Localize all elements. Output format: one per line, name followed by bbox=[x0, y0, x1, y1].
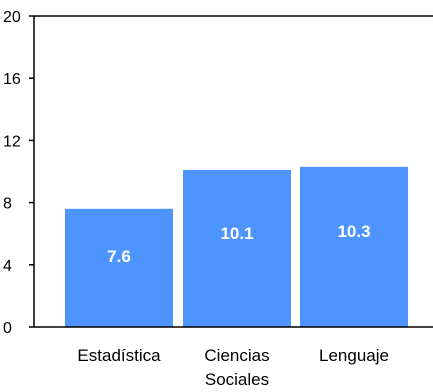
bars-group bbox=[65, 166, 408, 327]
y-tick-label-1: 4 bbox=[3, 258, 12, 275]
y-tick-label-3: 12 bbox=[3, 133, 21, 150]
category-label-1-line-1: Sociales bbox=[205, 370, 269, 389]
category-label-2-line-0: Lenguaje bbox=[319, 346, 389, 365]
data-label-2: 10.3 bbox=[337, 222, 370, 241]
labels-group: 7.6 10.1 10.3 0 4 8 12 16 20 Estadística Ciencias S… bbox=[3, 9, 389, 389]
data-label-0: 7.6 bbox=[107, 247, 131, 266]
y-tick-label-5: 20 bbox=[3, 9, 21, 26]
bar-0 bbox=[65, 208, 173, 327]
axes-group bbox=[29, 15, 433, 328]
category-label-1-line-0: Ciencias bbox=[204, 346, 269, 365]
category-label-0-line-0: Estadística bbox=[77, 346, 161, 365]
data-label-1: 10.1 bbox=[220, 224, 253, 243]
bar-2 bbox=[300, 166, 408, 327]
y-tick-label-0: 0 bbox=[3, 320, 12, 337]
y-tick-label-4: 16 bbox=[3, 71, 21, 88]
bar-1 bbox=[183, 169, 291, 327]
y-tick-label-2: 8 bbox=[3, 196, 12, 213]
